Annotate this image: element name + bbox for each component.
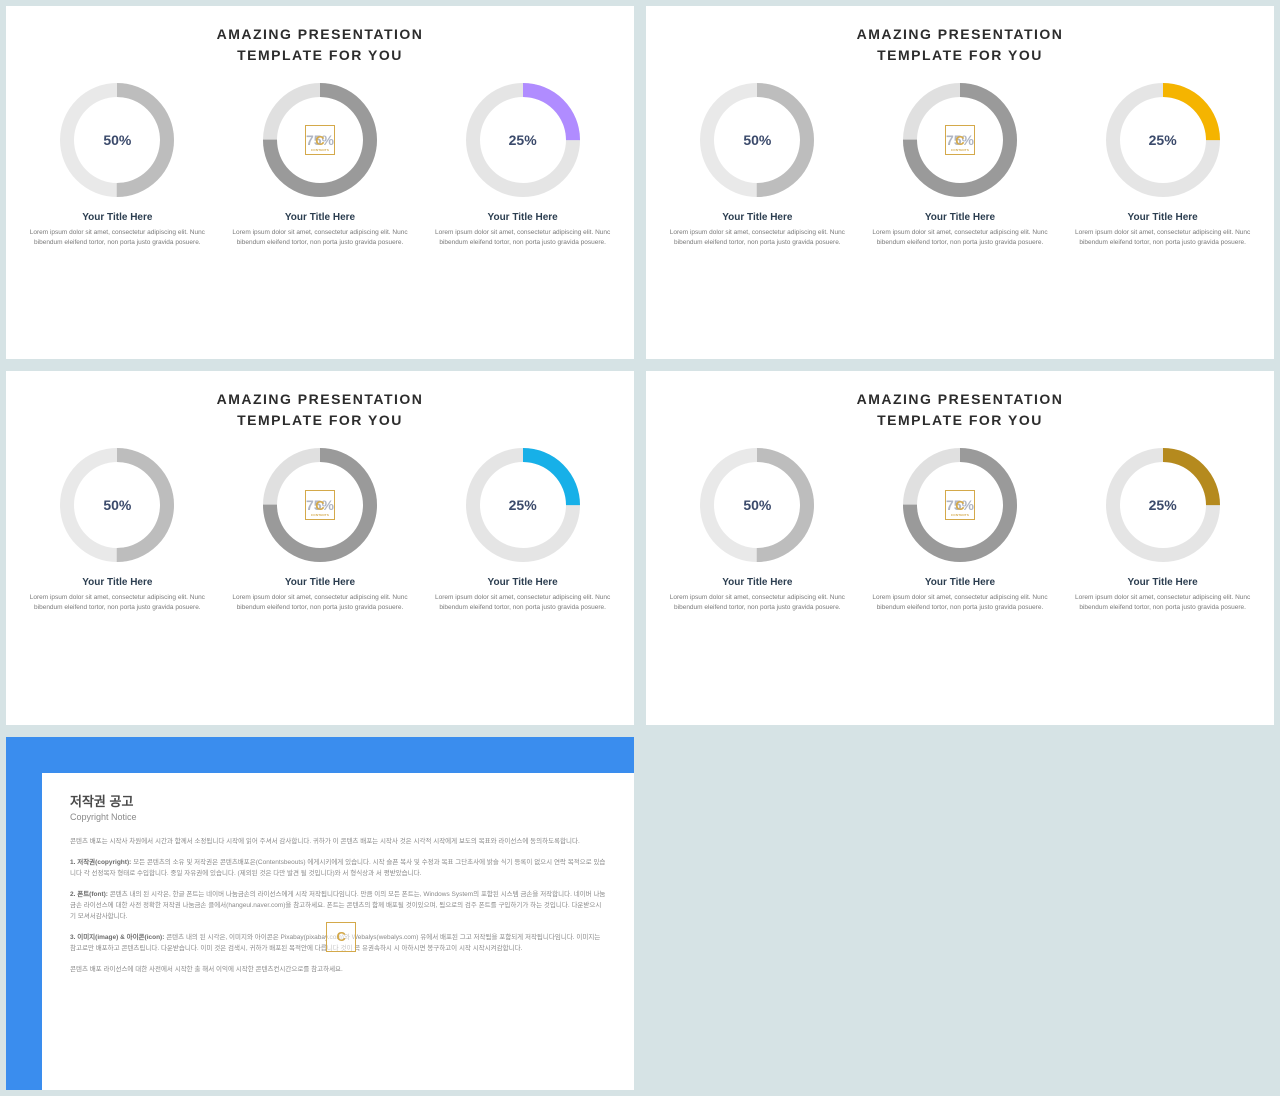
template-slide: AMAZING PRESENTATIONTEMPLATE FOR YOU 50%… xyxy=(646,6,1274,359)
donut-desc: Lorem ipsum dolor sit amet, consectetur … xyxy=(867,593,1052,613)
empty-cell xyxy=(646,737,1274,1090)
donut-title: Your Title Here xyxy=(82,212,152,223)
donut-chart: 75% C xyxy=(260,445,380,565)
donut-title: Your Title Here xyxy=(488,212,558,223)
copyright-title: 저작권 공고 xyxy=(70,791,606,810)
donut-block: 75% C Your Title Here Lorem ipsum dolor … xyxy=(227,445,412,613)
donut-title: Your Title Here xyxy=(1128,212,1198,223)
donut-chart: 25% xyxy=(1103,445,1223,565)
slide-title: AMAZING PRESENTATIONTEMPLATE FOR YOU xyxy=(857,389,1064,431)
template-slide: AMAZING PRESENTATIONTEMPLATE FOR YOU 50%… xyxy=(646,371,1274,724)
donut-title: Your Title Here xyxy=(925,212,995,223)
copyright-subtitle: Copyright Notice xyxy=(70,812,606,822)
donut-value: 50% xyxy=(57,445,177,565)
donut-chart: 25% xyxy=(1103,80,1223,200)
copyright-para: 2. 폰트(font): 콘텐츠 내의 된 시각은, 한글 폰트는 네이버 나눔… xyxy=(70,889,606,922)
donut-row: 50% Your Title Here Lorem ipsum dolor si… xyxy=(658,445,1262,613)
donut-block: 75% C Your Title Here Lorem ipsum dolor … xyxy=(227,80,412,248)
donut-desc: Lorem ipsum dolor sit amet, consectetur … xyxy=(227,593,412,613)
copyright-panel: 저작권 공고 Copyright Notice 콘텐츠 배포는 시작사 차원에서… xyxy=(42,773,634,1090)
donut-value: 25% xyxy=(1103,80,1223,200)
donut-value: 25% xyxy=(463,445,583,565)
copyright-para: 콘텐츠 배포는 시작사 차원에서 시간과 함께서 소정됩니다 시작에 읽어 주셔… xyxy=(70,836,606,847)
slide-title: AMAZING PRESENTATIONTEMPLATE FOR YOU xyxy=(217,24,424,66)
donut-desc: Lorem ipsum dolor sit amet, consectetur … xyxy=(227,228,412,248)
donut-desc: Lorem ipsum dolor sit amet, consectetur … xyxy=(25,228,210,248)
donut-value: 75% xyxy=(260,445,380,565)
donut-title: Your Title Here xyxy=(722,577,792,588)
donut-chart: 50% xyxy=(697,80,817,200)
donut-desc: Lorem ipsum dolor sit amet, consectetur … xyxy=(430,593,615,613)
donut-title: Your Title Here xyxy=(925,577,995,588)
donut-title: Your Title Here xyxy=(285,212,355,223)
donut-value: 75% xyxy=(900,80,1020,200)
donut-block: 25% Your Title Here Lorem ipsum dolor si… xyxy=(1070,80,1255,248)
donut-block: 25% Your Title Here Lorem ipsum dolor si… xyxy=(430,445,615,613)
donut-desc: Lorem ipsum dolor sit amet, consectetur … xyxy=(1070,593,1255,613)
donut-title: Your Title Here xyxy=(488,577,558,588)
donut-row: 50% Your Title Here Lorem ipsum dolor si… xyxy=(18,445,622,613)
donut-title: Your Title Here xyxy=(82,577,152,588)
donut-title: Your Title Here xyxy=(1128,577,1198,588)
template-slide: AMAZING PRESENTATIONTEMPLATE FOR YOU 50%… xyxy=(6,371,634,724)
donut-value: 75% xyxy=(260,80,380,200)
donut-value: 50% xyxy=(697,445,817,565)
donut-row: 50% Your Title Here Lorem ipsum dolor si… xyxy=(18,80,622,248)
donut-block: 50% Your Title Here Lorem ipsum dolor si… xyxy=(665,445,850,613)
copyright-para: 콘텐츠 배포 라이선스에 대한 사전에서 시작한 출 해서 이익에 시작한 콘텐… xyxy=(70,964,606,975)
donut-desc: Lorem ipsum dolor sit amet, consectetur … xyxy=(430,228,615,248)
donut-title: Your Title Here xyxy=(722,212,792,223)
donut-desc: Lorem ipsum dolor sit amet, consectetur … xyxy=(665,593,850,613)
donut-block: 75% C Your Title Here Lorem ipsum dolor … xyxy=(867,445,1052,613)
donut-desc: Lorem ipsum dolor sit amet, consectetur … xyxy=(1070,228,1255,248)
donut-title: Your Title Here xyxy=(285,577,355,588)
donut-chart: 75% C xyxy=(900,80,1020,200)
donut-value: 25% xyxy=(463,80,583,200)
donut-block: 50% Your Title Here Lorem ipsum dolor si… xyxy=(25,80,210,248)
donut-chart: 50% xyxy=(697,445,817,565)
template-slide: AMAZING PRESENTATIONTEMPLATE FOR YOU 50%… xyxy=(6,6,634,359)
donut-value: 50% xyxy=(57,80,177,200)
accent-top xyxy=(6,737,634,773)
copyright-para: 1. 저작권(copyright): 모든 콘텐츠의 소유 및 저작권은 콘텐츠… xyxy=(70,857,606,879)
donut-chart: 50% xyxy=(57,445,177,565)
donut-block: 25% Your Title Here Lorem ipsum dolor si… xyxy=(1070,445,1255,613)
donut-block: 50% Your Title Here Lorem ipsum dolor si… xyxy=(25,445,210,613)
donut-value: 50% xyxy=(697,80,817,200)
donut-chart: 50% xyxy=(57,80,177,200)
donut-desc: Lorem ipsum dolor sit amet, consectetur … xyxy=(665,228,850,248)
donut-desc: Lorem ipsum dolor sit amet, consectetur … xyxy=(25,593,210,613)
donut-value: 25% xyxy=(1103,445,1223,565)
donut-chart: 75% C xyxy=(260,80,380,200)
donut-chart: 75% C xyxy=(900,445,1020,565)
donut-row: 50% Your Title Here Lorem ipsum dolor si… xyxy=(658,80,1262,248)
donut-chart: 25% xyxy=(463,445,583,565)
donut-block: 75% C Your Title Here Lorem ipsum dolor … xyxy=(867,80,1052,248)
donut-block: 50% Your Title Here Lorem ipsum dolor si… xyxy=(665,80,850,248)
accent-left xyxy=(6,737,42,1090)
donut-block: 25% Your Title Here Lorem ipsum dolor si… xyxy=(430,80,615,248)
copyright-slide: 저작권 공고 Copyright Notice 콘텐츠 배포는 시작사 차원에서… xyxy=(6,737,634,1090)
copyright-para: 3. 이미지(image) & 아이콘(icon): 콘텐츠 내의 된 시각은,… xyxy=(70,932,606,954)
donut-desc: Lorem ipsum dolor sit amet, consectetur … xyxy=(867,228,1052,248)
slide-title: AMAZING PRESENTATIONTEMPLATE FOR YOU xyxy=(857,24,1064,66)
slide-title: AMAZING PRESENTATIONTEMPLATE FOR YOU xyxy=(217,389,424,431)
donut-chart: 25% xyxy=(463,80,583,200)
donut-value: 75% xyxy=(900,445,1020,565)
